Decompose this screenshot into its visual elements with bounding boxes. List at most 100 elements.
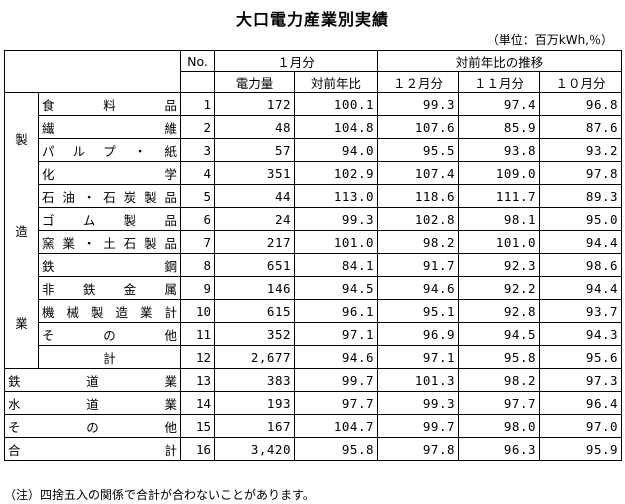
- table-row: 鉄 鋼 8 651 84.1 91.7 92.3 98.6: [5, 253, 623, 277]
- footnote: （注）四捨五入の関係で合計が合わないことがあります。: [4, 488, 315, 502]
- yoy-value: 113.0: [293, 184, 379, 208]
- nov-ratio: 98.1: [458, 207, 541, 231]
- table-row: 鉄 道 業 13 383 99.7 101.3 98.2 97.3: [4, 368, 623, 392]
- yoy-value: 96.1: [293, 299, 379, 323]
- group-label-char: 造: [15, 223, 28, 239]
- power-value: 48: [214, 115, 295, 139]
- dec-ratio: 97.8: [377, 437, 460, 461]
- dec-ratio: 107.4: [377, 161, 460, 185]
- table-row: 製造業食 料 品 1 172 100.1 99.3 97.4 96.8: [4, 92, 623, 369]
- yoy-value: 99.3: [293, 207, 379, 231]
- header-dec: １２月分: [377, 71, 460, 93]
- industry-name: その他: [38, 322, 181, 346]
- subtotal-label: 計: [38, 345, 181, 369]
- industry-name: 合 計: [4, 437, 181, 461]
- dec-ratio: 94.6: [377, 276, 460, 300]
- dec-ratio: 97.1: [377, 345, 460, 369]
- power-value: 352: [214, 322, 295, 346]
- dec-ratio: 102.8: [377, 207, 460, 231]
- nov-ratio: 92.8: [458, 299, 541, 323]
- yoy-value: 94.6: [293, 345, 379, 369]
- oct-ratio: 96.4: [539, 391, 623, 415]
- table-row: 機械製造業計 10 615 96.1 95.1 92.8 93.7: [5, 299, 623, 323]
- header-yoy: 対前年比: [293, 71, 379, 93]
- table-row: その他 11 352 97.1 96.9 94.5 94.3: [5, 322, 623, 346]
- industry-name: パルプ・紙: [38, 138, 181, 162]
- nov-ratio: 97.4: [458, 92, 541, 116]
- header-blank: [4, 50, 181, 93]
- oct-ratio: 94.4: [539, 230, 623, 254]
- header-row-1: No. １月分 対前年比の推移: [4, 50, 623, 93]
- dec-ratio: 95.5: [377, 138, 460, 162]
- power-value: 615: [214, 299, 295, 323]
- table-row: 合 計 16 3,420 95.8 97.8 96.3 95.9: [4, 437, 623, 461]
- nov-ratio: 95.8: [458, 345, 541, 369]
- nov-ratio: 97.7: [458, 391, 541, 415]
- yoy-value: 104.8: [293, 115, 379, 139]
- yoy-value: 104.7: [293, 414, 379, 438]
- manufacturing-group-label: 製造業: [4, 92, 39, 369]
- power-value: 44: [214, 184, 295, 208]
- power-value: 351: [214, 161, 295, 185]
- industry-name: 水 道 業: [4, 391, 181, 415]
- nov-ratio: 98.2: [458, 368, 541, 392]
- nov-ratio: 111.7: [458, 184, 541, 208]
- yoy-value: 94.0: [293, 138, 379, 162]
- group-label-char: 業: [15, 315, 28, 331]
- nov-ratio: 101.0: [458, 230, 541, 254]
- row-no: 9: [180, 276, 215, 300]
- dec-ratio: 98.2: [377, 230, 460, 254]
- subtotal-row: 計 12 2,677 94.6 97.1 95.8 95.6: [5, 345, 623, 369]
- industry-name: 機械製造業計: [38, 299, 181, 323]
- industry-name: 繊 維: [38, 115, 181, 139]
- oct-ratio: 98.6: [539, 253, 623, 277]
- oct-ratio: 97.8: [539, 161, 623, 185]
- industry-name: 化 学: [38, 161, 181, 185]
- oct-ratio: 89.3: [539, 184, 623, 208]
- power-value: 193: [214, 391, 295, 415]
- industry-power-table: No. １月分 対前年比の推移 電力量 対前年比 １２月分 １１月分 １０月分 …: [4, 50, 623, 461]
- table-row: パルプ・紙 3 57 94.0 95.5 93.8 93.2: [5, 138, 623, 162]
- oct-ratio: 95.0: [539, 207, 623, 231]
- header-no-blank: [180, 71, 215, 93]
- row-no: 2: [180, 115, 215, 139]
- table-row: 石油・石炭製品 5 44 113.0 118.6 111.7 89.3: [5, 184, 623, 208]
- oct-ratio: 94.3: [539, 322, 623, 346]
- industry-name: 鉄 鋼: [38, 253, 181, 277]
- row-no: 4: [180, 161, 215, 185]
- manufacturing-rows: 製造業食 料 品 1 172 100.1 99.3 97.4 96.8 繊 維 2 48 104.8…: [4, 92, 623, 369]
- yoy-value: 94.5: [293, 276, 379, 300]
- row-no: 7: [180, 230, 215, 254]
- header-row-2: 電力量 対前年比 １２月分 １１月分 １０月分: [5, 71, 623, 93]
- power-value: 167: [214, 414, 295, 438]
- industry-name: 石油・石炭製品: [38, 184, 181, 208]
- yoy-value: 101.0: [293, 230, 379, 254]
- yoy-value: 95.8: [293, 437, 379, 461]
- unit-label: （単位：百万kWh,％）: [486, 33, 613, 47]
- oct-ratio: 87.6: [539, 115, 623, 139]
- header-power: 電力量: [214, 71, 295, 93]
- table-row: 水 道 業 14 193 97.7 99.3 97.7 96.4: [4, 391, 623, 415]
- oct-ratio: 97.3: [539, 368, 623, 392]
- nov-ratio: 93.8: [458, 138, 541, 162]
- row-no: 15: [180, 414, 215, 438]
- row-no: 5: [180, 184, 215, 208]
- nov-ratio: 109.0: [458, 161, 541, 185]
- row-no: 3: [180, 138, 215, 162]
- power-value: 217: [214, 230, 295, 254]
- power-value: 651: [214, 253, 295, 277]
- oct-ratio: 95.6: [539, 345, 623, 369]
- dec-ratio: 99.3: [377, 92, 460, 116]
- industry-name: 窯業・土石製品: [38, 230, 181, 254]
- oct-ratio: 97.0: [539, 414, 623, 438]
- industry-name: 鉄 道 業: [4, 368, 181, 392]
- table-row: 繊 維 2 48 104.8 107.6 85.9 87.6: [5, 115, 623, 139]
- nov-ratio: 85.9: [458, 115, 541, 139]
- header-oct: １０月分: [539, 71, 623, 93]
- row-no: 11: [180, 322, 215, 346]
- nov-ratio: 96.3: [458, 437, 541, 461]
- industry-name: 非鉄金属: [38, 276, 181, 300]
- table-row: 窯業・土石製品 7 217 101.0 98.2 101.0 94.4: [5, 230, 623, 254]
- row-no: 10: [180, 299, 215, 323]
- row-no: 6: [180, 207, 215, 231]
